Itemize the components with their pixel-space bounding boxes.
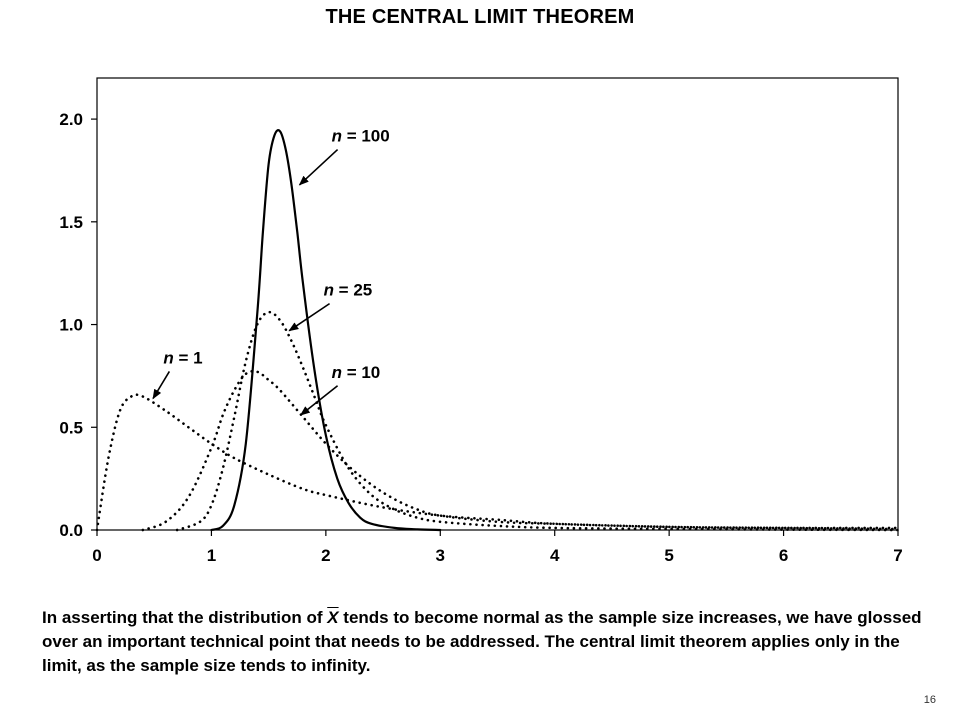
x-axis: 0 1 2 3 4 5 6 7 — [92, 530, 903, 565]
slide-title: THE CENTRAL LIMIT THEOREM — [325, 6, 635, 28]
y-tick-label: 1.0 — [59, 316, 83, 335]
y-tick-label: 2.0 — [59, 110, 83, 129]
x-bar-symbol: X — [327, 608, 339, 627]
annotation-value: = 100 — [342, 127, 390, 146]
series-layer — [95, 129, 900, 532]
series-line-0 — [95, 393, 900, 532]
y-tick-label: 0.0 — [59, 521, 83, 540]
x-tick-label: 4 — [550, 546, 560, 565]
annotation-variable: n — [324, 281, 334, 300]
plot-area — [96, 77, 899, 531]
annotation-label: n = 100 — [332, 127, 390, 146]
y-tick-label: 1.5 — [59, 213, 83, 232]
annotation-label: n = 10 — [332, 363, 381, 382]
caption-text-start: In asserting that the distribution of — [42, 608, 328, 627]
x-tick-label: 6 — [779, 546, 788, 565]
annotation-variable: n — [332, 127, 342, 146]
caption-paragraph: In asserting that the distribution of X … — [42, 606, 922, 678]
x-tick-label: 7 — [893, 546, 902, 565]
series-line-3 — [210, 129, 442, 532]
x-tick-label: 1 — [207, 546, 216, 565]
page-number: 16 — [923, 694, 936, 706]
annotation-arrow — [288, 302, 331, 332]
annotation-label: n = 1 — [163, 348, 202, 367]
x-tick-label: 2 — [321, 546, 330, 565]
annotation-value: = 10 — [342, 363, 380, 382]
x-tick-label: 3 — [436, 546, 445, 565]
series-line-2 — [175, 310, 900, 532]
annotation-label: n = 25 — [324, 281, 373, 300]
annotation-value: = 1 — [174, 348, 203, 367]
y-tick-label: 0.5 — [59, 418, 83, 437]
y-axis: 0.0 0.5 1.0 1.5 2.0 — [59, 110, 97, 540]
annotation-value: = 25 — [334, 281, 372, 300]
caption-text-end: tends to become normal as the sample siz… — [42, 608, 922, 675]
annotation-variable: n — [332, 363, 342, 382]
annotation-arrow — [298, 148, 339, 186]
x-tick-label: 5 — [664, 546, 673, 565]
annotation-arrow — [152, 371, 171, 400]
annotation-arrow — [299, 385, 339, 416]
x-tick-label: 0 — [92, 546, 101, 565]
annotation-variable: n — [163, 348, 173, 367]
